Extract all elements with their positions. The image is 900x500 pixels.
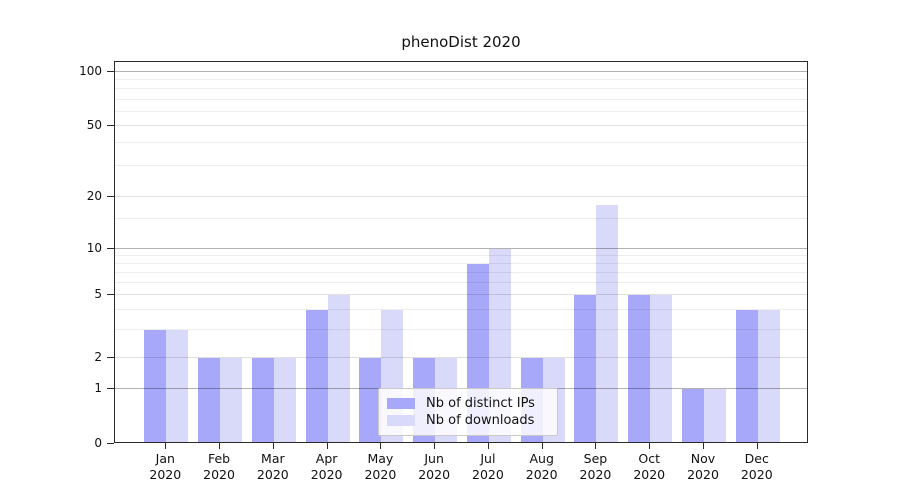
x-tick-label-nov: Nov 2020 bbox=[687, 451, 719, 482]
bar-ips-sep bbox=[574, 295, 597, 442]
bar-downloads-dec bbox=[757, 310, 780, 442]
legend-label-downloads: Nb of downloads bbox=[426, 413, 535, 428]
x-tick-mark-aug bbox=[541, 443, 543, 449]
gridline-minor bbox=[115, 271, 807, 273]
x-tick-label-aug: Aug 2020 bbox=[525, 451, 558, 482]
x-tick-mark-nov bbox=[703, 443, 704, 449]
x-tick-label-jan: Jan 2020 bbox=[149, 451, 182, 482]
bar-ips-may bbox=[359, 357, 382, 442]
legend: Nb of distinct IPs Nb of downloads bbox=[378, 388, 558, 436]
y-tick-label-5: 5 bbox=[94, 287, 102, 301]
gridline-5 bbox=[115, 294, 807, 295]
gridline-10 bbox=[115, 248, 807, 250]
y-tick-label-10: 10 bbox=[86, 241, 102, 256]
x-tick-mark-dec bbox=[756, 443, 758, 449]
x-tick-mark-oct bbox=[649, 443, 651, 449]
bar-ips-jan bbox=[144, 329, 167, 442]
legend-label-distinct-ips: Nb of distinct IPs bbox=[426, 396, 535, 411]
x-tick-mark-feb bbox=[219, 443, 221, 449]
bar-ips-nov bbox=[682, 389, 704, 442]
bar-ips-feb bbox=[198, 357, 221, 442]
y-tick-mark-100 bbox=[107, 70, 114, 72]
y-tick-mark-10 bbox=[107, 248, 114, 250]
x-tick-label-feb: Feb 2020 bbox=[203, 451, 235, 482]
legend-swatch-distinct-ips bbox=[387, 398, 415, 409]
gridline-20 bbox=[115, 196, 807, 198]
gridline-minor bbox=[115, 164, 807, 166]
y-tick-mark-2 bbox=[107, 356, 114, 358]
x-tick-label-sep: Sep 2020 bbox=[579, 451, 612, 482]
y-tick-mark-0 bbox=[107, 443, 114, 444]
gridline-minor bbox=[115, 217, 807, 219]
plot-area bbox=[114, 61, 808, 443]
gridline-minor bbox=[115, 78, 807, 80]
gridline-100 bbox=[115, 70, 807, 72]
gridline-minor bbox=[115, 88, 807, 90]
y-tick-mark-5 bbox=[107, 294, 114, 295]
x-tick-mark-jun bbox=[434, 443, 436, 449]
bar-downloads-sep bbox=[596, 205, 619, 442]
legend-item-distinct-ips: Nb of distinct IPs bbox=[387, 395, 549, 412]
gridline-minor bbox=[115, 309, 807, 311]
x-tick-label-oct: Oct 2020 bbox=[633, 451, 666, 482]
bar-ips-dec bbox=[735, 310, 758, 442]
bar-downloads-mar bbox=[273, 357, 296, 442]
x-tick-mark-jan bbox=[165, 443, 167, 449]
y-tick-mark-50 bbox=[107, 125, 114, 126]
y-tick-label-0: 0 bbox=[94, 436, 102, 450]
x-tick-mark-sep bbox=[595, 443, 597, 449]
chart-title: phenoDist 2020 bbox=[401, 33, 521, 51]
bar-downloads-jan bbox=[166, 329, 189, 442]
x-tick-mark-jul bbox=[487, 443, 489, 449]
gridline-2 bbox=[115, 356, 807, 358]
gridline-minor bbox=[115, 110, 807, 112]
y-tick-label-2: 2 bbox=[94, 349, 102, 364]
bar-ips-oct bbox=[628, 295, 651, 442]
gridline-50 bbox=[115, 125, 807, 126]
x-tick-label-jun: Jun 2020 bbox=[418, 451, 451, 482]
bar-ips-mar bbox=[251, 357, 274, 442]
y-tick-label-50: 50 bbox=[86, 118, 102, 132]
bar-ips-apr bbox=[305, 310, 328, 442]
gridline-minor bbox=[115, 98, 807, 100]
x-tick-label-jul: Jul 2020 bbox=[472, 451, 504, 482]
bar-downloads-feb bbox=[220, 357, 243, 442]
x-tick-mark-apr bbox=[326, 443, 328, 449]
bar-downloads-apr bbox=[327, 295, 350, 442]
legend-swatch-downloads bbox=[387, 415, 415, 426]
y-tick-label-100: 100 bbox=[79, 63, 102, 78]
gridline-minor bbox=[115, 255, 807, 257]
x-tick-mark-may bbox=[380, 443, 382, 449]
gridline-minor bbox=[115, 328, 807, 330]
gridline-minor bbox=[115, 263, 807, 264]
x-tick-label-dec: Dec 2020 bbox=[740, 451, 773, 482]
bar-downloads-nov bbox=[704, 389, 726, 442]
x-tick-label-apr: Apr 2020 bbox=[310, 451, 343, 482]
y-tick-label-20: 20 bbox=[86, 189, 102, 204]
y-tick-mark-1 bbox=[107, 388, 114, 390]
bar-downloads-oct bbox=[650, 295, 673, 442]
y-tick-mark-20 bbox=[107, 196, 114, 198]
x-tick-mark-mar bbox=[272, 443, 274, 449]
x-tick-label-may: May 2020 bbox=[364, 451, 397, 482]
x-tick-label-mar: Mar 2020 bbox=[256, 451, 289, 482]
gridline-minor bbox=[115, 281, 807, 283]
gridline-minor bbox=[115, 142, 807, 144]
y-tick-label-1: 1 bbox=[94, 381, 102, 396]
legend-item-downloads: Nb of downloads bbox=[387, 412, 549, 429]
